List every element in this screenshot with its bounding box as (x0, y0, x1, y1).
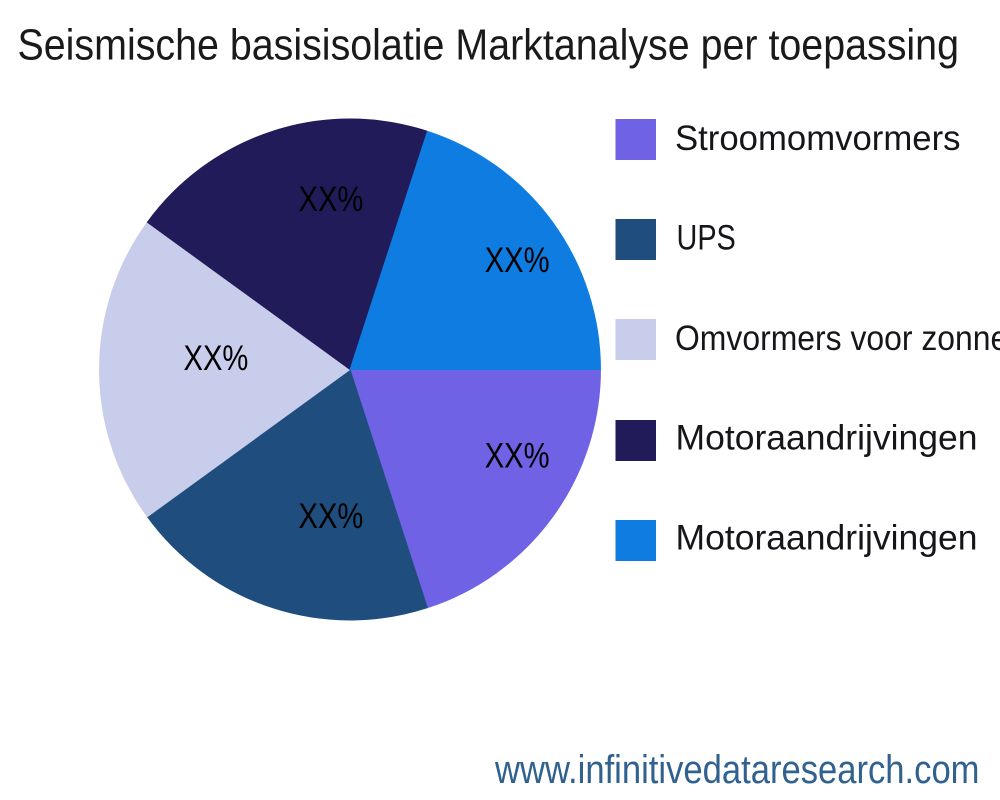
svg-text:Stroomomvormers: Stroomomvormers (675, 119, 961, 158)
svg-text:www.infinitivedataresearch.com: www.infinitivedataresearch.com (494, 748, 979, 792)
svg-text:Motoraandrijvingen: Motoraandrijvingen (676, 519, 978, 558)
svg-text:XX%: XX% (299, 497, 364, 536)
svg-text:Omvormers voor zonne-energie: Omvormers voor zonne-energie (675, 319, 1000, 358)
svg-text:Motoraandrijvingen: Motoraandrijvingen (676, 418, 978, 457)
svg-text:UPS: UPS (677, 219, 736, 258)
svg-text:XX%: XX% (485, 436, 550, 475)
svg-text:Seismische basisisolatie Markt: Seismische basisisolatie Marktanalyse pe… (18, 22, 960, 70)
svg-text:XX%: XX% (299, 180, 364, 219)
svg-text:XX%: XX% (485, 241, 550, 280)
svg-text:XX%: XX% (184, 339, 249, 378)
